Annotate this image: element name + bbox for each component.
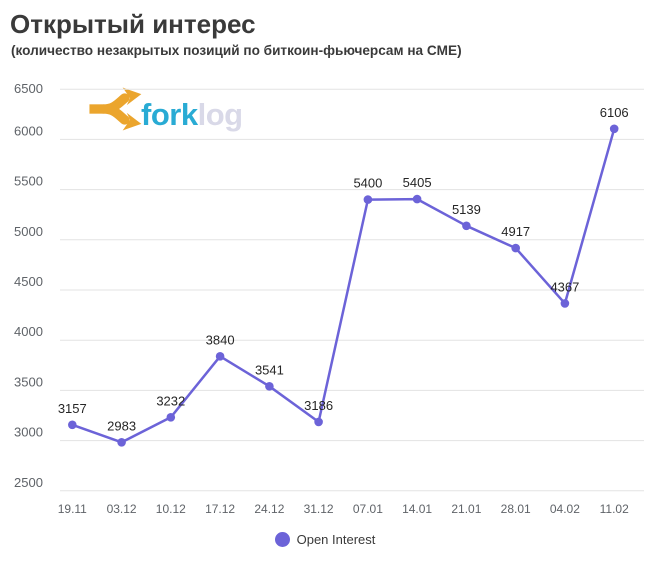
- svg-text:forklog: forklog: [141, 97, 243, 132]
- svg-text:3186: 3186: [304, 398, 333, 413]
- svg-text:21.01: 21.01: [451, 502, 481, 516]
- svg-text:4000: 4000: [14, 324, 43, 339]
- svg-text:19.11: 19.11: [58, 502, 87, 516]
- svg-text:10.12: 10.12: [156, 502, 186, 516]
- svg-text:6500: 6500: [14, 82, 43, 96]
- svg-text:3541: 3541: [255, 362, 284, 377]
- svg-text:3232: 3232: [156, 393, 185, 408]
- svg-text:4367: 4367: [550, 279, 579, 294]
- svg-text:3000: 3000: [14, 425, 43, 440]
- svg-text:17.12: 17.12: [205, 502, 235, 516]
- svg-text:31.12: 31.12: [304, 502, 334, 516]
- svg-text:5139: 5139: [452, 202, 481, 217]
- svg-text:3840: 3840: [206, 332, 235, 347]
- svg-text:3500: 3500: [14, 374, 43, 389]
- svg-text:11.02: 11.02: [600, 502, 629, 516]
- svg-text:3157: 3157: [58, 401, 87, 416]
- svg-text:04.02: 04.02: [550, 502, 580, 516]
- svg-text:4917: 4917: [501, 224, 530, 239]
- svg-text:5405: 5405: [403, 175, 432, 190]
- svg-text:28.01: 28.01: [501, 502, 531, 516]
- svg-text:5000: 5000: [14, 224, 43, 239]
- svg-text:5400: 5400: [353, 176, 382, 191]
- svg-text:07.01: 07.01: [353, 502, 383, 516]
- svg-text:2983: 2983: [107, 418, 136, 433]
- svg-text:14.01: 14.01: [402, 502, 432, 516]
- svg-text:5500: 5500: [14, 174, 43, 189]
- svg-text:4500: 4500: [14, 274, 43, 289]
- svg-text:03.12: 03.12: [107, 502, 137, 516]
- svg-text:6000: 6000: [14, 123, 43, 138]
- svg-text:2500: 2500: [14, 475, 43, 490]
- svg-text:24.12: 24.12: [254, 502, 284, 516]
- svg-text:6106: 6106: [600, 105, 629, 120]
